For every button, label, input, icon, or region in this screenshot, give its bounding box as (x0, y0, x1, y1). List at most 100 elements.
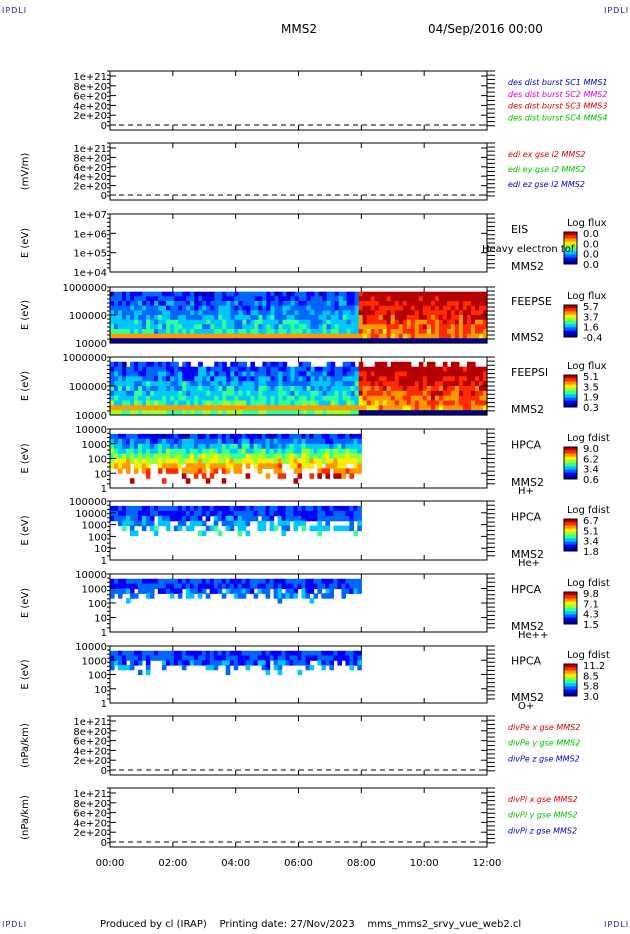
heatmap-cell (110, 324, 115, 330)
y-tick-label: 4e+20 (73, 746, 107, 757)
heatmap-cell (262, 301, 267, 307)
y-tick-label: 2e+20 (73, 756, 107, 767)
heatmap-cell (305, 505, 311, 512)
heatmap-cell (230, 361, 235, 368)
heatmap-cell (314, 390, 320, 397)
heatmap-cell (145, 593, 151, 599)
heatmap-cell (310, 291, 316, 297)
heatmap-cell (233, 443, 239, 450)
heatmap-cell (138, 376, 143, 382)
heatmap-cell (261, 438, 267, 445)
heatmap-cell (483, 319, 488, 325)
heatmap-cell (265, 473, 271, 479)
heatmap-cell (177, 438, 183, 445)
heatmap-cell (193, 468, 199, 474)
colorbar-band (564, 675, 577, 678)
heatmap-cell (138, 361, 143, 368)
heatmap-cell (298, 291, 304, 297)
heatmap-cell (162, 305, 167, 311)
heatmap-cell (141, 578, 147, 585)
heatmap-cell (386, 400, 392, 406)
heatmap-cell (254, 390, 259, 397)
heatmap-cell (254, 338, 259, 344)
colorbar-band (564, 309, 577, 312)
heatmap-cell (378, 371, 384, 377)
heatmap-cell (122, 301, 127, 307)
heatmap-cell (310, 329, 316, 335)
heatmap-cell (178, 395, 183, 402)
heatmap-cell (209, 443, 215, 450)
heatmap-cell (462, 324, 468, 330)
heatmap-cell (318, 395, 324, 402)
heatmap-cell (313, 458, 319, 464)
heatmap-cell (314, 319, 320, 325)
heatmap-cell (374, 390, 380, 397)
heatmap-cell (345, 433, 350, 440)
heatmap-cell (289, 660, 295, 666)
panel-11 (107, 787, 495, 848)
colorbar-band (564, 314, 577, 317)
heatmap-cell (285, 578, 291, 585)
heatmap-cell (366, 319, 372, 325)
colorbar-tick-label: 11.2 (583, 661, 605, 672)
heatmap-cell (217, 453, 223, 460)
colorbar-band (564, 308, 577, 311)
heatmap-cell (353, 468, 358, 474)
heatmap-cell (133, 463, 139, 469)
heatmap-cell (166, 315, 171, 321)
heatmap-cell (189, 583, 195, 590)
heatmap-cell (165, 448, 171, 455)
colorbar-band (564, 620, 577, 623)
heatmap-cell (462, 301, 468, 307)
y-tick-label: 10 (94, 614, 107, 625)
colorbar-band (564, 617, 577, 620)
heatmap-cell (293, 650, 299, 657)
heatmap-cell (193, 515, 199, 522)
heatmap-cell (181, 473, 187, 479)
heatmap-cell (258, 395, 263, 402)
heatmap-cell (349, 655, 354, 661)
heatmap-cell (334, 371, 340, 377)
heatmap-cell (158, 315, 163, 321)
heatmap-cell (462, 405, 468, 411)
heatmap-cell (305, 660, 311, 666)
heatmap-cell (358, 366, 364, 373)
heatmap-cell (294, 324, 300, 330)
colorbar-tick-label: 0.6 (583, 475, 599, 486)
heatmap-cell (483, 310, 488, 316)
heatmap-cell (158, 319, 163, 325)
heatmap-cell (254, 400, 259, 406)
heatmap-cell (225, 578, 231, 585)
heatmap-cell (178, 315, 183, 321)
heatmap-cell (314, 405, 320, 411)
heatmap-cell (402, 371, 408, 377)
heatmap-cell (150, 315, 155, 321)
heatmap-cell (237, 468, 243, 474)
heatmap-cell (306, 296, 312, 302)
y-tick-label: 4e+20 (73, 172, 107, 183)
heatmap-cell (337, 438, 342, 445)
heatmap-cell (266, 291, 271, 297)
colorbar-tick-label: 1.8 (583, 547, 599, 558)
heatmap-cell (158, 386, 163, 392)
heatmap-cell (241, 443, 247, 450)
heatmap-cell (318, 291, 324, 297)
heatmap-cell (214, 319, 219, 325)
heatmap-cell (193, 510, 199, 517)
heatmap-cell (146, 395, 151, 402)
heatmap-cell (262, 333, 267, 339)
heatmap-cell (266, 333, 271, 339)
heatmap-cell (378, 386, 384, 392)
heatmap-cell (221, 650, 227, 657)
heatmap-cell (118, 319, 123, 325)
panel-frame (109, 715, 488, 776)
heatmap-cell (285, 458, 291, 464)
y-tick-label: 6e+20 (73, 737, 107, 748)
heatmap-cell (153, 433, 159, 440)
heatmap-cell (261, 520, 267, 527)
colorbar-band (564, 472, 577, 475)
heatmap-cell (402, 338, 408, 344)
heatmap-cell (454, 301, 460, 307)
heatmap-cell (138, 390, 143, 397)
heatmap-cell (390, 386, 396, 392)
